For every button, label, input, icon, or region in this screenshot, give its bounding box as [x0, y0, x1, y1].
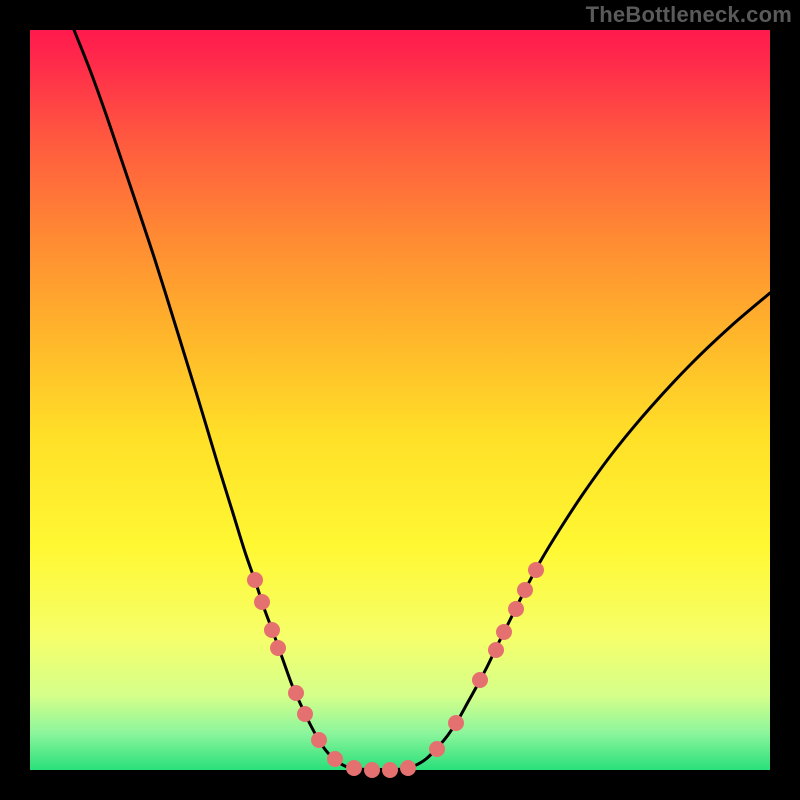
data-marker [311, 732, 327, 748]
data-marker [346, 760, 362, 776]
data-marker [517, 582, 533, 598]
data-marker [472, 672, 488, 688]
data-marker [327, 751, 343, 767]
data-marker [448, 715, 464, 731]
data-marker [400, 760, 416, 776]
data-marker [382, 762, 398, 778]
data-marker [364, 762, 380, 778]
data-marker [264, 622, 280, 638]
data-marker [488, 642, 504, 658]
data-marker [254, 594, 270, 610]
data-marker [297, 706, 313, 722]
data-marker [496, 624, 512, 640]
data-marker [429, 741, 445, 757]
data-marker [508, 601, 524, 617]
data-marker [247, 572, 263, 588]
data-marker [270, 640, 286, 656]
data-marker [288, 685, 304, 701]
chart-gradient-pane [30, 30, 770, 770]
data-marker [528, 562, 544, 578]
watermark-text: TheBottleneck.com [586, 2, 792, 28]
